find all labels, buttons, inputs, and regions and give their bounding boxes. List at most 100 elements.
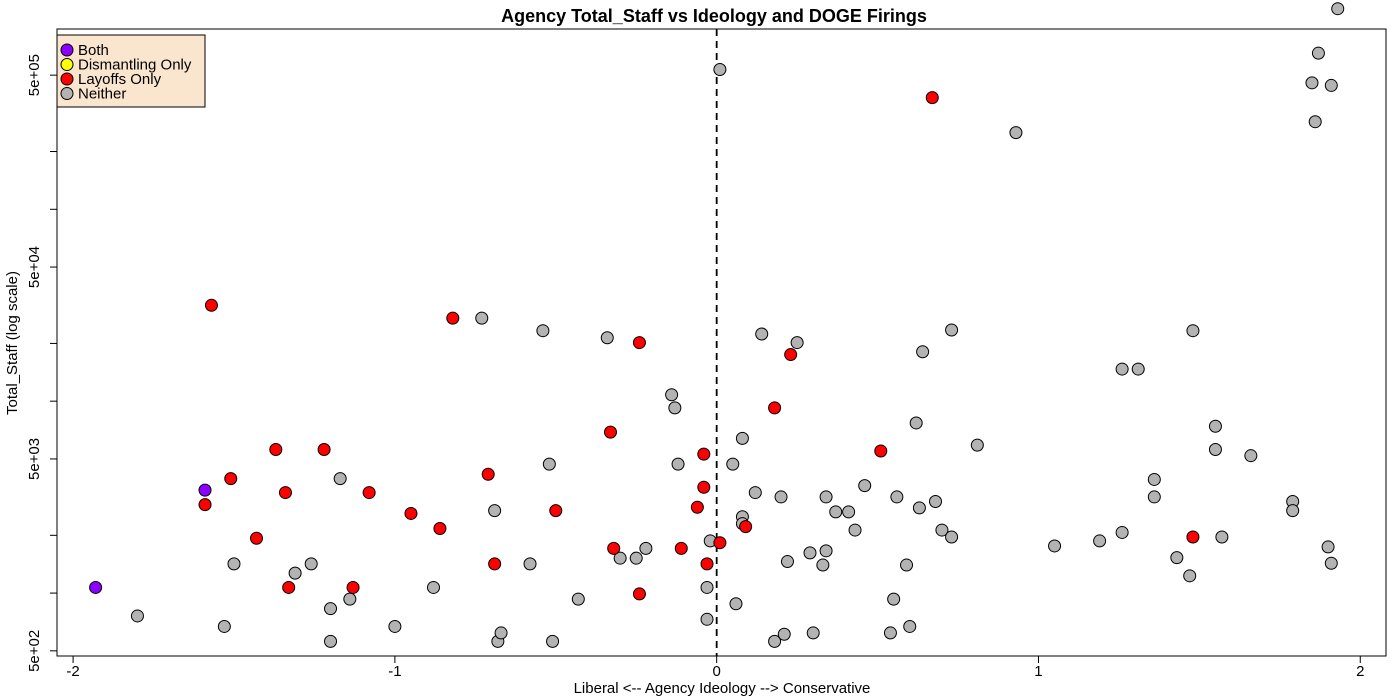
- point-neither: [600, 331, 614, 345]
- x-tick-label: 1: [1034, 663, 1042, 680]
- point-neither: [1244, 449, 1258, 463]
- point-layoffs-only: [488, 557, 502, 571]
- point-neither: [858, 479, 872, 493]
- point-neither: [970, 438, 984, 452]
- point-neither: [426, 580, 440, 594]
- point-layoffs-only: [674, 541, 688, 555]
- point-neither: [945, 323, 959, 337]
- y-tick-label: 5e+03: [26, 438, 43, 480]
- point-neither: [935, 523, 949, 537]
- point-neither: [700, 612, 714, 626]
- point-neither: [806, 626, 820, 640]
- point-neither: [1048, 539, 1062, 553]
- point-neither: [324, 634, 338, 648]
- point-layoffs-only: [278, 486, 292, 500]
- legend-label-both: Both: [78, 42, 109, 59]
- point-neither: [1186, 324, 1200, 338]
- legend-marker-layoffs-only: [60, 72, 74, 86]
- point-neither: [523, 557, 537, 571]
- point-layoffs-only: [632, 587, 646, 601]
- point-neither: [333, 472, 347, 486]
- point-neither: [900, 558, 914, 572]
- point-neither: [1286, 504, 1300, 518]
- point-neither: [916, 345, 930, 359]
- y-axis-title: Total_Staff (log scale): [4, 271, 21, 415]
- point-neither: [1093, 534, 1107, 548]
- point-neither: [217, 619, 231, 633]
- legend-marker-dismantling-only: [60, 58, 74, 71]
- point-neither: [748, 486, 762, 500]
- point-layoffs-only: [282, 580, 296, 594]
- point-layoffs-only: [607, 541, 621, 555]
- point-layoffs-only: [198, 498, 212, 512]
- point-layoffs-only: [433, 522, 447, 536]
- x-tick-label: -1: [388, 663, 401, 680]
- point-layoffs-only: [784, 348, 798, 362]
- legend-label-neither: Neither: [78, 86, 126, 103]
- point-neither: [729, 597, 743, 611]
- point-neither: [890, 490, 904, 504]
- point-neither: [700, 580, 714, 594]
- x-tick-label: -2: [66, 663, 79, 680]
- x-axis: -2 -1 0 1 2: [66, 656, 1364, 680]
- point-neither: [774, 490, 788, 504]
- point-layoffs-only: [446, 311, 460, 325]
- point-neither: [816, 558, 830, 572]
- point-layoffs-only: [768, 401, 782, 415]
- point-neither: [848, 523, 862, 537]
- point-neither: [475, 311, 489, 325]
- point-neither: [304, 557, 318, 571]
- chart-title: Agency Total_Staff vs Ideology and DOGE …: [501, 6, 927, 26]
- legend-label-dismantling-only: Dismantling Only: [78, 57, 192, 74]
- point-neither: [227, 557, 241, 571]
- y-tick-label: 5e+04: [26, 246, 43, 288]
- point-neither: [887, 592, 901, 606]
- point-neither: [819, 490, 833, 504]
- point-neither: [1324, 556, 1338, 570]
- point-neither: [388, 619, 402, 633]
- point-layoffs-only: [1186, 530, 1200, 544]
- point-neither: [829, 505, 843, 519]
- point-neither: [726, 457, 740, 471]
- point-neither: [1308, 115, 1322, 129]
- point-layoffs-only: [739, 520, 753, 534]
- point-neither: [288, 566, 302, 580]
- point-neither: [488, 504, 502, 518]
- point-neither: [735, 431, 749, 445]
- point-layoffs-only: [690, 500, 704, 514]
- plot-frame: [56, 28, 1387, 657]
- point-neither: [1324, 78, 1338, 92]
- point-neither: [1147, 490, 1161, 504]
- point-neither: [777, 627, 791, 641]
- point-neither: [665, 388, 679, 402]
- point-neither: [768, 634, 782, 648]
- point-neither: [819, 544, 833, 558]
- point-neither: [1009, 126, 1023, 140]
- point-neither: [928, 495, 942, 509]
- point-neither: [494, 626, 508, 640]
- y-tick-label: 5e+05: [26, 54, 43, 96]
- point-neither: [883, 626, 897, 640]
- point-neither: [1305, 76, 1319, 90]
- point-neither: [790, 336, 804, 350]
- point-layoffs-only: [404, 506, 418, 520]
- point-neither: [945, 530, 959, 544]
- point-layoffs-only: [250, 531, 264, 545]
- point-neither: [546, 634, 560, 648]
- point-neither: [1131, 362, 1145, 376]
- point-neither: [1170, 551, 1184, 565]
- point-neither: [1311, 46, 1325, 60]
- point-both: [198, 483, 212, 497]
- legend-marker-both: [60, 43, 74, 57]
- point-neither: [780, 555, 794, 569]
- x-axis-title: Liberal <-- Agency Ideology --> Conserva…: [574, 680, 871, 697]
- y-axis: 5e+02 5e+03 5e+04 5e+05: [26, 54, 57, 672]
- point-layoffs-only: [204, 298, 218, 312]
- point-neither: [536, 324, 550, 338]
- legend-marker-neither: [60, 87, 74, 100]
- point-layoffs-only: [713, 536, 727, 550]
- point-layoffs-only: [632, 336, 646, 350]
- point-layoffs-only: [362, 486, 376, 500]
